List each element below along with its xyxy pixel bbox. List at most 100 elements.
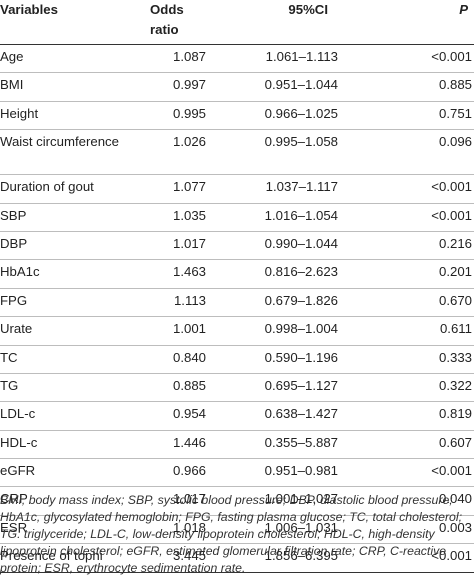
cell-variable: ESR — [0, 515, 150, 545]
table-row: BMI 0.997 0.951–1.044 0.885 — [0, 72, 474, 102]
cell-odds-ratio: 1.077 — [150, 174, 208, 204]
cell-p-value: 0.670 — [366, 288, 474, 318]
cell-variable: SBP — [0, 203, 150, 232]
header-variables: Variables — [0, 0, 150, 45]
table-row: TG 0.885 0.695–1.127 0.322 — [0, 373, 474, 403]
cell-95-ci: 0.590–1.196 — [208, 345, 366, 374]
cell-p-value: <0.001 — [366, 174, 474, 204]
table-row: TC 0.840 0.590–1.196 0.333 — [0, 345, 474, 374]
header-p-value: P — [366, 0, 474, 45]
cell-p-value: 0.096 — [366, 129, 474, 176]
header-row: Variables Odds ratio 95%CI P — [0, 0, 474, 45]
cell-95-ci: 0.816–2.623 — [208, 259, 366, 289]
cell-odds-ratio: 1.113 — [150, 288, 208, 318]
cell-p-value: 0.333 — [366, 345, 474, 374]
cell-odds-ratio: 1.087 — [150, 44, 208, 74]
header-odds-ratio: Odds ratio — [150, 0, 208, 45]
cell-odds-ratio: 1.026 — [150, 129, 208, 176]
cell-95-ci: 0.966–1.025 — [208, 101, 366, 131]
cell-variable: Waist circumference — [0, 129, 150, 176]
table-row: Presence of tophi 3.445 1.856–6.395 <0.001 — [0, 543, 474, 573]
table-header: Variables Odds ratio 95%CI P — [0, 0, 474, 45]
table-row: Height 0.995 0.966–1.025 0.751 — [0, 101, 474, 131]
cell-variable: Height — [0, 101, 150, 131]
cell-95-ci: 1.037–1.117 — [208, 174, 366, 204]
cell-odds-ratio: 1.017 — [150, 486, 208, 516]
cell-95-ci: 1.016–1.054 — [208, 203, 366, 232]
cell-odds-ratio: 0.997 — [150, 72, 208, 102]
cell-p-value: 0.003 — [366, 515, 474, 545]
cell-variable: HDL-c — [0, 430, 150, 460]
cell-odds-ratio: 1.035 — [150, 203, 208, 232]
cell-odds-ratio: 0.995 — [150, 101, 208, 131]
cell-variable: Presence of tophi — [0, 543, 150, 573]
cell-95-ci: 0.695–1.127 — [208, 373, 366, 403]
header-95-ci: 95%CI — [208, 0, 366, 45]
cell-odds-ratio: 1.001 — [150, 316, 208, 346]
cell-95-ci: 0.995–1.058 — [208, 129, 366, 176]
cell-p-value: 0.885 — [366, 72, 474, 102]
table-row: LDL-c 0.954 0.638–1.427 0.819 — [0, 401, 474, 431]
cell-95-ci: 0.638–1.427 — [208, 401, 366, 431]
table-row: FPG 1.113 0.679–1.826 0.670 — [0, 288, 474, 318]
cell-p-value: 0.611 — [366, 316, 474, 346]
cell-95-ci: 0.355–5.887 — [208, 430, 366, 460]
cell-p-value: <0.001 — [366, 543, 474, 573]
cell-variable: TG — [0, 373, 150, 403]
cell-95-ci: 0.951–0.981 — [208, 458, 366, 488]
cell-variable: Age — [0, 44, 150, 74]
table-row: SBP 1.035 1.016–1.054 <0.001 — [0, 203, 474, 232]
table-row: DBP 1.017 0.990–1.044 0.216 — [0, 231, 474, 261]
cell-odds-ratio: 0.840 — [150, 345, 208, 374]
cell-odds-ratio: 1.463 — [150, 259, 208, 289]
cell-95-ci: 1.006–1.031 — [208, 515, 366, 545]
cell-variable: Duration of gout — [0, 174, 150, 204]
cell-p-value: <0.001 — [366, 458, 474, 488]
cell-odds-ratio: 0.966 — [150, 458, 208, 488]
cell-odds-ratio: 0.954 — [150, 401, 208, 431]
cell-odds-ratio: 1.446 — [150, 430, 208, 460]
table-row: Age 1.087 1.061–1.113 <0.001 — [0, 44, 474, 74]
cell-odds-ratio: 0.885 — [150, 373, 208, 403]
cell-variable: eGFR — [0, 458, 150, 488]
cell-p-value: 0.040 — [366, 486, 474, 516]
cell-variable: FPG — [0, 288, 150, 318]
table-body: Age 1.087 1.061–1.113 <0.001 BMI 0.997 0.951–1… — [0, 44, 474, 573]
table-row: eGFR 0.966 0.951–0.981 <0.001 — [0, 458, 474, 488]
table-row: Urate 1.001 0.998–1.004 0.611 — [0, 316, 474, 346]
cell-95-ci: 0.951–1.044 — [208, 72, 366, 102]
table-row: HDL-c 1.446 0.355–5.887 0.607 — [0, 430, 474, 460]
cell-variable: CRP — [0, 486, 150, 516]
cell-95-ci: 0.990–1.044 — [208, 231, 366, 261]
cell-p-value: 0.201 — [366, 259, 474, 289]
cell-95-ci: 0.998–1.004 — [208, 316, 366, 346]
cell-95-ci: 1.001–1.027 — [208, 486, 366, 516]
cell-p-value: <0.001 — [366, 203, 474, 232]
cell-p-value: 0.216 — [366, 231, 474, 261]
cell-p-value: 0.607 — [366, 430, 474, 460]
cell-p-value: <0.001 — [366, 44, 474, 74]
cell-variable: TC — [0, 345, 150, 374]
cell-p-value: 0.751 — [366, 101, 474, 131]
cell-95-ci: 0.679–1.826 — [208, 288, 366, 318]
cell-odds-ratio: 1.018 — [150, 515, 208, 545]
table-row: Duration of gout 1.077 1.037–1.117 <0.001 — [0, 174, 474, 204]
cell-95-ci: 1.856–6.395 — [208, 543, 366, 573]
cell-variable: BMI — [0, 72, 150, 102]
cell-95-ci: 1.061–1.113 — [208, 44, 366, 74]
cell-variable: DBP — [0, 231, 150, 261]
table-row: HbA1c 1.463 0.816–2.623 0.201 — [0, 259, 474, 289]
cell-variable: Urate — [0, 316, 150, 346]
cell-odds-ratio: 3.445 — [150, 543, 208, 573]
table-row: Waist circumference 1.026 0.995–1.058 0.096 — [0, 129, 474, 176]
table-row: ESR 1.018 1.006–1.031 0.003 — [0, 515, 474, 545]
table-row: CRP 1.017 1.001–1.027 0.040 — [0, 486, 474, 516]
cell-variable: HbA1c — [0, 259, 150, 289]
cell-odds-ratio: 1.017 — [150, 231, 208, 261]
cell-p-value: 0.322 — [366, 373, 474, 403]
cell-p-value: 0.819 — [366, 401, 474, 431]
table-footnote: BMI, body mass index; SBP, systolic bloo… — [0, 493, 463, 575]
cell-variable: LDL-c — [0, 401, 150, 431]
